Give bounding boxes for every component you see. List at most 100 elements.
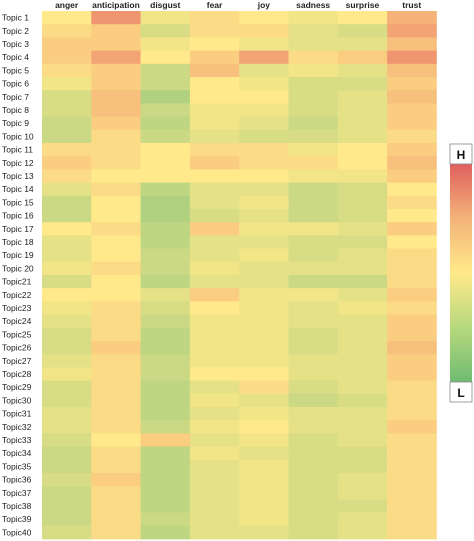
heatmap-cell-topic-27-disgust (140, 354, 191, 368)
heatmap-cell-topic-7-anticipation (91, 90, 141, 104)
heatmap-cell-topic-10-disgust (140, 129, 191, 144)
heatmap-cell-topic-25-anger (42, 327, 92, 342)
row-label-topic-30: Topic30 (2, 395, 32, 405)
heatmap-cell-topic-21-anger (42, 275, 92, 289)
heatmap-cell-topic-7-fear (189, 90, 240, 104)
heatmap-cell-topic-31-disgust (140, 407, 191, 421)
heatmap-cell-topic-6-disgust (140, 77, 191, 91)
heatmap-cell-topic-3-anticipation (91, 37, 141, 51)
heatmap-cell-topic-25-disgust (140, 327, 191, 342)
heatmap-cell-topic-4-anticipation (91, 50, 141, 65)
heatmap-cell-topic-16-anticipation (91, 209, 141, 223)
heatmap-cell-topic-20-anger (42, 261, 92, 276)
heatmap-cell-topic-7-joy (239, 90, 289, 104)
heatmap-cell-topic-31-anticipation (91, 407, 141, 421)
heatmap-cell-topic-39-surprise (337, 512, 388, 527)
heatmap-cell-topic-9-sadness (288, 116, 339, 131)
heatmap-cell-topic-20-anticipation (91, 261, 141, 276)
heatmap-cell-topic-35-surprise (337, 459, 388, 474)
heatmap-cell-topic-8-anticipation (91, 103, 141, 117)
heatmap-cell-topic-8-fear (189, 103, 240, 117)
heatmap-cell-topic-14-sadness (288, 182, 339, 197)
heatmap-cell-topic-28-surprise (337, 367, 388, 381)
heatmap-cell-topic-24-anticipation (91, 314, 141, 329)
heatmap-cell-topic-34-joy (239, 446, 289, 461)
heatmap-cell-topic-31-joy (239, 407, 289, 421)
heatmap-cell-topic-4-sadness (288, 50, 339, 65)
heatmap-cell-topic-26-anger (42, 341, 92, 355)
heatmap-cell-topic-37-joy (239, 486, 289, 500)
heatmap-cell-topic-26-surprise (337, 341, 388, 355)
heatmap-cell-topic-8-sadness (288, 103, 339, 117)
heatmap-cell-topic-15-fear (189, 195, 240, 210)
heatmap-cell-topic-24-surprise (337, 314, 388, 329)
heatmap-cell-topic-7-anger (42, 90, 92, 104)
heatmap-cell-topic-20-disgust (140, 261, 191, 276)
heatmap-cell-topic-26-disgust (140, 341, 191, 355)
heatmap-cell-topic-9-fear (189, 116, 240, 131)
heatmap-cell-topic-33-anger (42, 433, 92, 447)
heatmap-cell-topic-29-anger (42, 380, 92, 395)
heatmap-cell-topic-6-joy (239, 77, 289, 91)
heatmap-cell-topic-22-surprise (337, 288, 388, 302)
heatmap-cell-topic-1-disgust (140, 11, 191, 25)
heatmap-cell-topic-7-surprise (337, 90, 388, 104)
heatmap-cell-topic-12-trust (387, 156, 437, 170)
legend-low-box (449, 381, 473, 403)
heatmap-cell-topic-22-fear (189, 288, 240, 302)
heatmap-cell-topic-6-trust (387, 77, 437, 91)
heatmap-cell-topic-13-fear (189, 169, 240, 183)
heatmap-cell-topic-29-sadness (288, 380, 339, 395)
heatmap-cell-topic-36-sadness (288, 473, 339, 487)
row-label-topic-25: Topic25 (2, 329, 32, 339)
heatmap-cell-topic-25-anticipation (91, 327, 141, 342)
heatmap-cell-topic-14-joy (239, 182, 289, 197)
heatmap-cell-topic-5-disgust (140, 63, 191, 78)
heatmap-cell-topic-30-anticipation (91, 393, 141, 408)
heatmap-cell-topic-10-trust (387, 129, 437, 144)
heatmap-cell-topic-29-surprise (337, 380, 388, 395)
heatmap-cell-topic-37-anticipation (91, 486, 141, 500)
heatmap-cell-topic-11-joy (239, 143, 289, 157)
heatmap-cell-topic-19-surprise (337, 248, 388, 263)
heatmap-cell-topic-37-trust (387, 486, 437, 500)
heatmap-cell-topic-6-sadness (288, 77, 339, 91)
heatmap-cell-topic-18-fear (189, 235, 240, 249)
heatmap-cell-topic-4-surprise (337, 50, 388, 65)
row-label-topic-20: Topic 20 (2, 263, 34, 273)
heatmap-cell-topic-9-trust (387, 116, 437, 131)
color-legend: H L (449, 143, 473, 403)
heatmap-cell-topic-2-anger (42, 24, 92, 38)
heatmap-cell-topic-27-joy (239, 354, 289, 368)
heatmap-cell-topic-23-anticipation (91, 301, 141, 315)
heatmap-cell-topic-17-surprise (337, 222, 388, 236)
heatmap-cell-topic-10-anticipation (91, 129, 141, 144)
row-label-topic-10: Topic 10 (2, 131, 34, 141)
heatmap-cell-topic-28-disgust (140, 367, 191, 381)
row-label-topic-34: Topic34 (2, 448, 32, 458)
heatmap-cell-topic-24-disgust (140, 314, 191, 329)
heatmap-cell-topic-33-sadness (288, 433, 339, 447)
heatmap-cell-topic-21-disgust (140, 275, 191, 289)
heatmap-cell-topic-37-disgust (140, 486, 191, 500)
heatmap-cell-topic-38-anger (42, 499, 92, 513)
heatmap-cell-topic-2-sadness (288, 24, 339, 38)
heatmap-cell-topic-2-surprise (337, 24, 388, 38)
heatmap-cell-topic-22-joy (239, 288, 289, 302)
heatmap-cell-topic-40-anger (42, 525, 92, 540)
row-label-topic-23: Topic23 (2, 303, 32, 313)
row-label-topic-26: Topic26 (2, 343, 32, 353)
heatmap-cell-topic-13-joy (239, 169, 289, 183)
heatmap-cell-topic-21-sadness (288, 275, 339, 289)
heatmap-cells (42, 11, 437, 540)
heatmap-cell-topic-16-disgust (140, 209, 191, 223)
heatmap-cell-topic-6-fear (189, 77, 240, 91)
heatmap-cell-topic-5-fear (189, 63, 240, 78)
heatmap-cell-topic-9-anger (42, 116, 92, 131)
heatmap-cell-topic-36-trust (387, 473, 437, 487)
heatmap-cell-topic-22-sadness (288, 288, 339, 302)
heatmap-cell-topic-17-sadness (288, 222, 339, 236)
heatmap-cell-topic-24-trust (387, 314, 437, 329)
heatmap-cell-topic-34-disgust (140, 446, 191, 461)
heatmap-cell-topic-5-anticipation (91, 63, 141, 78)
